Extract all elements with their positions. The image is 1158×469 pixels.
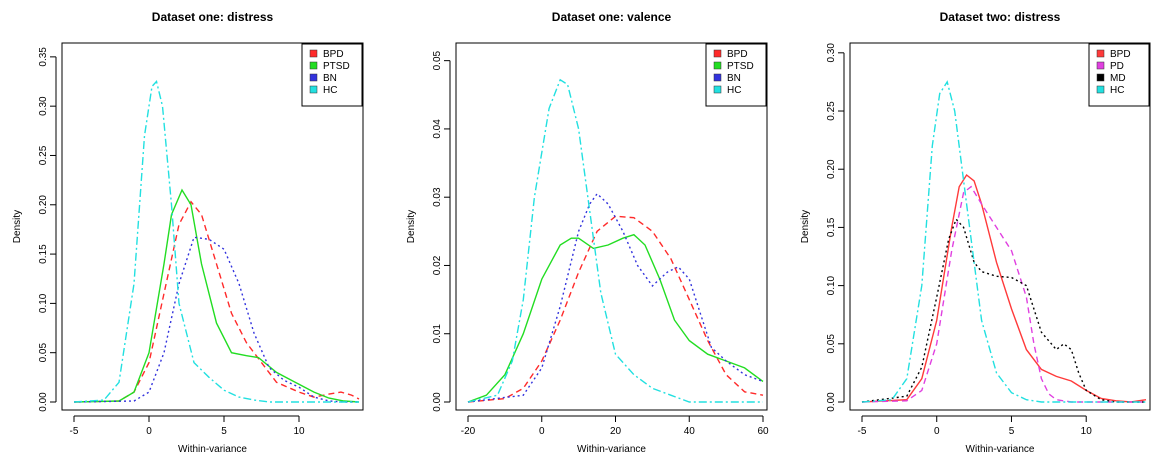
chart-2-y-tick-label-4: 0.04	[432, 119, 443, 139]
chart-2-x-tick-label-2: 20	[610, 426, 622, 437]
chart-2-series-hc-line	[467, 78, 763, 403]
chart-1-x-tick-label-2: 5	[221, 426, 227, 437]
chart-3-x-tick-label-0: -5	[858, 426, 867, 437]
chart-3-series-hc-line	[861, 80, 1146, 403]
chart-1-y-tick-label-7: 0.35	[38, 47, 49, 67]
chart-2-x-tick-label-1: 0	[539, 426, 545, 437]
chart-1-x-tick-label-3: 10	[293, 426, 305, 437]
chart-2-y-tick-label-3: 0.03	[432, 187, 443, 207]
chart-1-legend-swatch-ptsd	[309, 61, 318, 70]
chart-3-legend-label-bpd: BPD	[1110, 49, 1131, 60]
chart-1-y-label: Density	[12, 210, 23, 243]
chart-2-plot-frame	[455, 42, 768, 411]
chart-1-y-tick-label-1: 0.05	[38, 343, 49, 363]
chart-2-x-tick-label-0: -20	[461, 426, 476, 437]
chart-1-legend-swatch-hc	[309, 85, 318, 94]
chart-1-legend-swatch-bpd	[309, 49, 318, 58]
chart-1-y-tick-label-0: 0.00	[38, 392, 49, 412]
chart-1-series-bpd-line	[73, 200, 360, 403]
chart-3-x-tick-label-1: 0	[934, 426, 940, 437]
chart-1-y-tick-label-2: 0.10	[38, 293, 49, 313]
chart-1-y-tick-label-4: 0.20	[38, 195, 49, 215]
chart-3-y-tick-label-3: 0.15	[826, 217, 837, 237]
chart-2-y-tick-label-2: 0.02	[432, 255, 443, 275]
chart-2-y-tick-label-1: 0.01	[432, 324, 443, 344]
chart-3-legend-swatch-bpd	[1096, 49, 1105, 58]
chart-3-series-pd-line	[861, 185, 1146, 403]
chart-3-x-label: Within-variance	[966, 444, 1035, 455]
chart-2-legend-swatch-bpd	[713, 49, 722, 58]
chart-3-title: Dataset two: distress	[940, 10, 1061, 24]
chart-3-y-tick-label-6: 0.30	[826, 43, 837, 63]
chart-1-series-hc-line	[73, 80, 359, 403]
chart-3-legend-label-pd: PD	[1110, 61, 1124, 72]
chart-3-legend-swatch-pd	[1096, 61, 1105, 70]
chart-2-legend-swatch-bn	[713, 73, 722, 82]
chart-3: Dataset two: distress -5 0 5 10 Within-varian…	[800, 10, 1151, 455]
chart-3-x-tick-label-2: 5	[1009, 426, 1015, 437]
chart-1-x-label: Within-variance	[178, 444, 247, 455]
chart-3-legend-swatch-hc	[1096, 85, 1105, 94]
chart-2-legend-label-bpd: BPD	[727, 49, 748, 60]
chart-1-legend-label-bpd: BPD	[323, 49, 344, 60]
chart-3-legend-label-hc: HC	[1110, 85, 1124, 96]
chart-1-legend-label-bn: BN	[323, 73, 337, 84]
chart-1-y-tick-label-5: 0.25	[38, 145, 49, 165]
chart-1-legend-label-hc: HC	[323, 85, 337, 96]
chart-3-y-tick-label-2: 0.10	[826, 275, 837, 295]
chart-2-legend-label-bn: BN	[727, 73, 741, 84]
chart-1-series-bn-line	[73, 236, 359, 403]
chart-1-series-ptsd-line	[73, 188, 360, 403]
chart-3-y-label: Density	[800, 210, 811, 243]
chart-2-series-bpd-line	[467, 215, 764, 403]
chart-3-y-tick-label-1: 0.05	[826, 334, 837, 354]
chart-2-series-ptsd-line	[467, 233, 764, 403]
chart-2-series-bn-line	[467, 192, 764, 403]
chart-1-y-tick-label-6: 0.30	[38, 96, 49, 116]
chart-1-plot-frame	[61, 42, 364, 411]
chart-3-y-tick-label-5: 0.25	[826, 101, 837, 121]
chart-2-x-label: Within-variance	[577, 444, 646, 455]
chart-3-x-tick-label-3: 10	[1081, 426, 1093, 437]
chart-2-legend-label-hc: HC	[727, 85, 741, 96]
chart-2-legend-label-ptsd: PTSD	[727, 61, 754, 72]
chart-2-title: Dataset one: valence	[552, 10, 672, 24]
chart-1-legend-swatch-bn	[309, 73, 318, 82]
chart-2-x-tick-label-3: 40	[684, 426, 696, 437]
chart-3-legend-label-md: MD	[1110, 73, 1126, 84]
chart-1: Dataset one: distress -5 0 5 10 Within-varian…	[12, 10, 364, 455]
chart-2-y-label: Density	[406, 210, 417, 243]
chart-3-y-tick-label-0: 0.00	[826, 392, 837, 412]
chart-3-legend-swatch-md	[1096, 73, 1105, 82]
chart-3-y-tick-label-4: 0.20	[826, 159, 837, 179]
chart-1-x-tick-label-1: 0	[146, 426, 152, 437]
chart-1-legend-label-ptsd: PTSD	[323, 61, 350, 72]
chart-2: Dataset one: valence -20 0 20 40 60 Within-var…	[406, 10, 769, 455]
chart-2-x-tick-label-4: 60	[757, 426, 769, 437]
chart-2-legend-swatch-ptsd	[713, 61, 722, 70]
chart-1-x-tick-label-0: -5	[70, 426, 79, 437]
chart-3-plot-frame	[849, 42, 1151, 411]
chart-2-legend-swatch-hc	[713, 85, 722, 94]
chart-3-series-bpd-line	[861, 173, 1147, 403]
chart-3-series-md-line	[861, 217, 1146, 403]
chart-2-y-tick-label-5: 0.05	[432, 50, 443, 70]
chart-2-y-tick-label-0: 0.00	[432, 392, 443, 412]
chart-1-y-tick-label-3: 0.15	[38, 244, 49, 264]
chart-1-title: Dataset one: distress	[152, 10, 274, 24]
